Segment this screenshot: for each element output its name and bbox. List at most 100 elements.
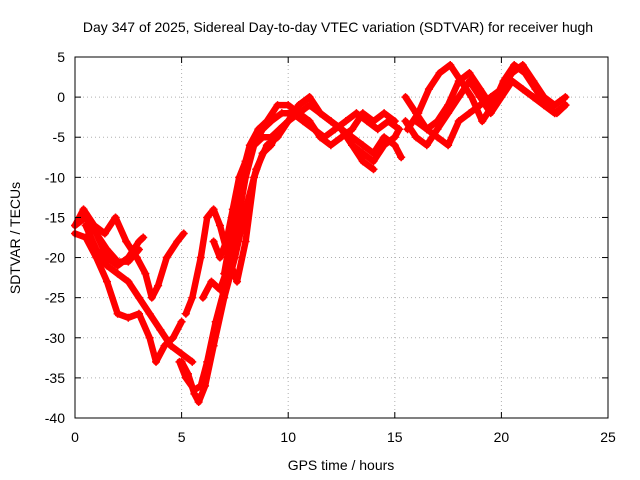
data-point-marker: [81, 209, 90, 218]
data-point-marker: [294, 109, 303, 118]
data-point-marker: [209, 205, 218, 214]
data-point-marker: [510, 61, 519, 70]
x-tick-label: 0: [71, 429, 79, 445]
data-point-marker: [486, 93, 495, 102]
data-point-marker: [284, 101, 293, 110]
data-point-marker: [446, 61, 455, 70]
data-point-marker: [215, 253, 224, 262]
data-point-marker: [337, 125, 346, 134]
data-point-marker: [215, 221, 224, 230]
data-point-marker: [348, 141, 357, 150]
data-point-marker: [183, 369, 192, 378]
data-point-marker: [358, 141, 367, 150]
data-point-marker: [465, 109, 474, 118]
data-point-marker: [358, 109, 367, 118]
data-point-marker: [201, 381, 210, 390]
data-point-marker: [181, 309, 190, 318]
data-point-marker: [561, 93, 570, 102]
data-point-marker: [390, 133, 399, 142]
data-point-marker: [124, 253, 133, 262]
data-point-marker: [277, 109, 286, 118]
data-point-marker: [92, 229, 101, 238]
data-point-marker: [203, 213, 212, 222]
data-point-marker: [358, 157, 367, 166]
data-point-marker: [497, 93, 506, 102]
data-point-marker: [337, 133, 346, 142]
data-point-marker: [237, 173, 246, 182]
y-tick-label: -30: [45, 330, 65, 346]
data-point-marker: [134, 293, 143, 302]
data-point-marker: [102, 277, 111, 286]
series-track-11: [220, 101, 399, 277]
data-point-marker: [258, 149, 267, 158]
data-point-marker: [454, 93, 463, 102]
x-axis-title: GPS time / hours: [288, 457, 395, 473]
plot-frame: [74, 56, 609, 419]
data-point-marker: [433, 125, 442, 134]
data-series-group: [71, 61, 570, 406]
x-tick-label: 25: [600, 429, 616, 445]
data-point-marker: [369, 117, 378, 126]
data-point-marker: [188, 357, 197, 366]
data-point-marker: [267, 133, 276, 142]
data-point-marker: [390, 117, 399, 126]
x-tick-labels: 0 5 10 15 20 25: [71, 429, 616, 445]
data-point-marker: [380, 109, 389, 118]
data-point-marker: [228, 221, 237, 230]
data-point-marker: [134, 309, 143, 318]
data-point-marker: [215, 285, 224, 294]
data-point-marker: [454, 117, 463, 126]
data-point-marker: [476, 93, 485, 102]
data-point-marker: [294, 101, 303, 110]
data-point-marker: [316, 133, 325, 142]
data-point-marker: [305, 101, 314, 110]
y-tick-label: -35: [45, 370, 65, 386]
data-point-marker: [397, 153, 406, 162]
data-point-marker: [476, 101, 485, 110]
data-point-marker: [241, 237, 250, 246]
data-point-marker: [341, 117, 350, 126]
data-point-marker: [190, 389, 199, 398]
data-point-marker: [113, 309, 122, 318]
data-point-marker: [139, 233, 148, 242]
data-point-marker: [177, 349, 186, 358]
data-point-marker: [275, 125, 284, 134]
data-point-marker: [305, 117, 314, 126]
y-tick-labels: 5 0 -5 -10 -15 -20 -25 -30 -35 -40: [45, 49, 65, 426]
data-point-marker: [424, 85, 433, 94]
data-point-marker: [326, 117, 335, 126]
data-point-marker: [444, 141, 453, 150]
data-point-marker: [258, 133, 267, 142]
data-point-marker: [102, 253, 111, 262]
data-point-marker: [267, 141, 276, 150]
data-point-marker: [467, 93, 476, 102]
data-point-marker: [245, 141, 254, 150]
data-point-marker: [550, 109, 559, 118]
data-point-marker: [412, 117, 421, 126]
axis-ticks: [74, 56, 609, 419]
data-point-marker: [444, 109, 453, 118]
data-point-marker: [188, 293, 197, 302]
data-point-marker: [179, 229, 188, 238]
data-point-marker: [145, 333, 154, 342]
data-point-marker: [422, 125, 431, 134]
data-point-marker: [369, 165, 378, 174]
data-point-marker: [113, 261, 122, 270]
data-point-marker: [390, 141, 399, 150]
data-point-marker: [113, 269, 122, 278]
data-point-marker: [152, 357, 161, 366]
x-tick-label: 5: [178, 429, 186, 445]
data-point-marker: [169, 333, 178, 342]
y-tick-label: -40: [45, 410, 65, 426]
data-point-marker: [316, 109, 325, 118]
data-point-marker: [122, 237, 131, 246]
data-point-marker: [486, 109, 495, 118]
data-point-marker: [173, 237, 182, 246]
data-point-marker: [262, 117, 271, 126]
y-tick-label: -5: [53, 129, 66, 145]
data-point-marker: [209, 341, 218, 350]
data-point-marker: [373, 125, 382, 134]
data-point-marker: [209, 237, 218, 246]
data-point-marker: [414, 109, 423, 118]
